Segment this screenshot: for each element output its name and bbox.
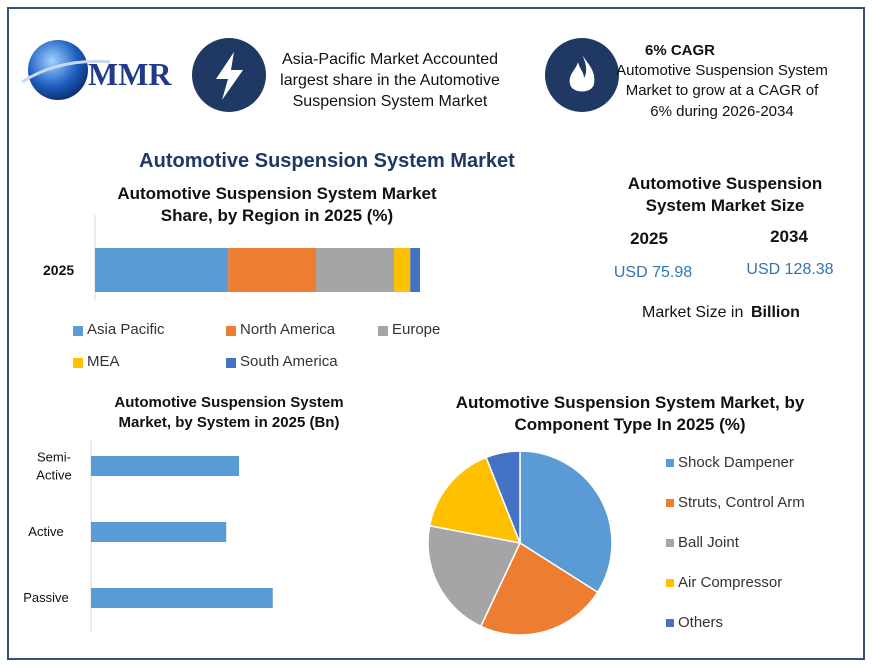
legend-swatch xyxy=(666,499,674,507)
legend-label: Ball Joint xyxy=(678,534,739,551)
bolt-shape xyxy=(216,52,243,100)
legend-swatch xyxy=(666,579,674,587)
flame-shape xyxy=(569,55,595,92)
legend-label: Europe xyxy=(392,321,441,338)
legend-label: North America xyxy=(240,321,336,338)
chart-title: Automotive Suspension System Market, by … xyxy=(114,394,344,431)
bar xyxy=(91,522,227,542)
legend-swatch xyxy=(666,539,674,547)
bar-segment xyxy=(228,248,316,292)
legend-swatch xyxy=(378,326,388,336)
legend-label: Asia Pacific xyxy=(87,321,165,338)
year-label: 2025 xyxy=(630,229,668,248)
pie-slice xyxy=(485,450,521,544)
legend-label: Others xyxy=(678,614,724,631)
main-title: Automotive Suspension System Market xyxy=(139,150,515,172)
y-tick-label: 2025 xyxy=(43,262,75,278)
legend-swatch xyxy=(226,358,236,368)
legend-label: Shock Dampener xyxy=(678,454,794,471)
bar-segment xyxy=(316,248,394,292)
y-tick-label: Passive xyxy=(23,590,69,606)
bar xyxy=(91,456,240,476)
highlight-text: Automotive Suspension System Market to g… xyxy=(616,62,828,120)
logo-swoosh xyxy=(21,59,111,84)
legend-label: MEA xyxy=(87,353,120,370)
legend-swatch xyxy=(73,358,83,368)
pie-slice xyxy=(479,541,599,636)
legend-swatch xyxy=(666,459,674,467)
year-label: 2034 xyxy=(770,227,808,246)
chart-title: Automotive Suspension System Market, by … xyxy=(455,393,805,435)
logo-globe xyxy=(28,40,88,100)
bar-segment xyxy=(394,248,411,292)
frame xyxy=(7,7,865,660)
bar-segment xyxy=(95,248,229,292)
legend-label: South America xyxy=(240,353,338,370)
chart-title: Automotive Suspension System Market Shar… xyxy=(117,184,437,226)
legend-label: Struts, Control Arm xyxy=(678,494,805,511)
note: Market Size in xyxy=(642,304,744,321)
legend-swatch xyxy=(666,619,674,627)
logo-text: MMR xyxy=(88,56,172,92)
section-title: Automotive Suspension System Market Size xyxy=(627,174,823,216)
y-tick-label: Active xyxy=(28,524,64,540)
pie-slice xyxy=(428,456,522,544)
legend-swatch xyxy=(226,326,236,336)
legend-swatch xyxy=(73,326,83,336)
market-value: USD 128.38 xyxy=(746,261,834,278)
market-value: USD 75.98 xyxy=(613,264,693,281)
legend-label: Air Compressor xyxy=(678,574,783,591)
pie-slice xyxy=(427,524,522,628)
note-unit: Billion xyxy=(751,304,800,321)
y-tick-label: Semi-Active xyxy=(36,449,72,482)
bar xyxy=(91,588,273,608)
bar-segment xyxy=(410,248,420,292)
highlight-text: Asia-Pacific Market Accounted largest sh… xyxy=(280,51,500,110)
highlight-title: 6% CAGR xyxy=(645,42,716,59)
